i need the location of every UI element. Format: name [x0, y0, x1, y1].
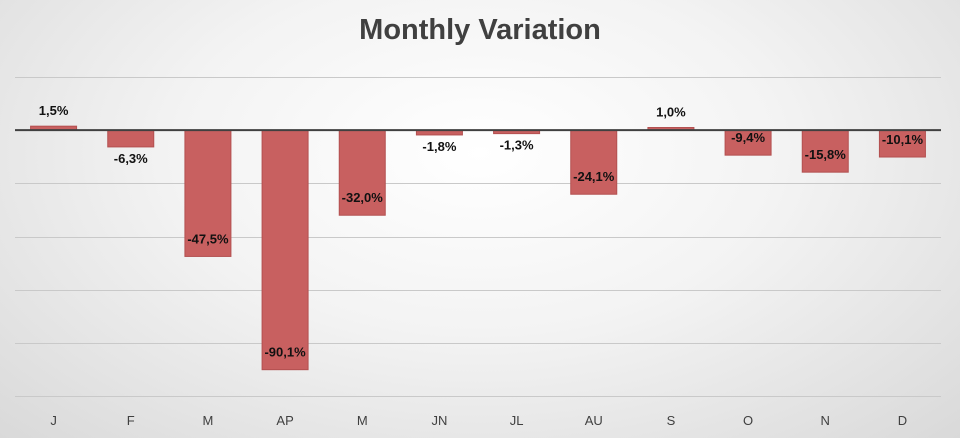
x-tick-label-5: M — [357, 413, 368, 428]
data-label-1: 1,5% — [39, 103, 69, 118]
x-tick-label-8: AU — [585, 413, 603, 428]
data-label-2: -6,3% — [114, 151, 148, 166]
x-tick-label-2: F — [127, 413, 135, 428]
bar-4 — [261, 129, 309, 371]
data-label-6: -1,8% — [422, 139, 456, 154]
bar-8 — [570, 129, 618, 195]
x-tick-label-7: JL — [510, 413, 524, 428]
x-tick-label-1: J — [50, 413, 57, 428]
bar-2 — [107, 129, 155, 148]
x-tick-label-6: JN — [431, 413, 447, 428]
data-label-9: 1,0% — [656, 105, 686, 120]
data-label-8: -24,1% — [573, 169, 615, 184]
bar-12 — [878, 129, 926, 158]
x-tick-label-4: AP — [276, 413, 293, 428]
data-label-3: -47,5% — [187, 231, 229, 246]
bar-11 — [801, 129, 849, 173]
x-tick-label-11: N — [821, 413, 830, 428]
data-label-12: -10,1% — [882, 132, 924, 147]
x-tick-label-12: D — [898, 413, 907, 428]
data-label-7: -1,3% — [500, 138, 534, 153]
x-tick-label-10: O — [743, 413, 753, 428]
bar-5 — [338, 129, 386, 216]
chart-title: Monthly Variation — [359, 14, 601, 46]
data-label-5: -32,0% — [342, 190, 384, 205]
data-label-10: -9,4% — [731, 130, 765, 145]
data-label-4: -90,1% — [264, 345, 306, 360]
data-label-11: -15,8% — [805, 147, 847, 162]
x-tick-label-3: M — [202, 413, 213, 428]
bar-3 — [184, 129, 232, 257]
x-tick-label-9: S — [667, 413, 676, 428]
bar-10 — [724, 129, 772, 156]
